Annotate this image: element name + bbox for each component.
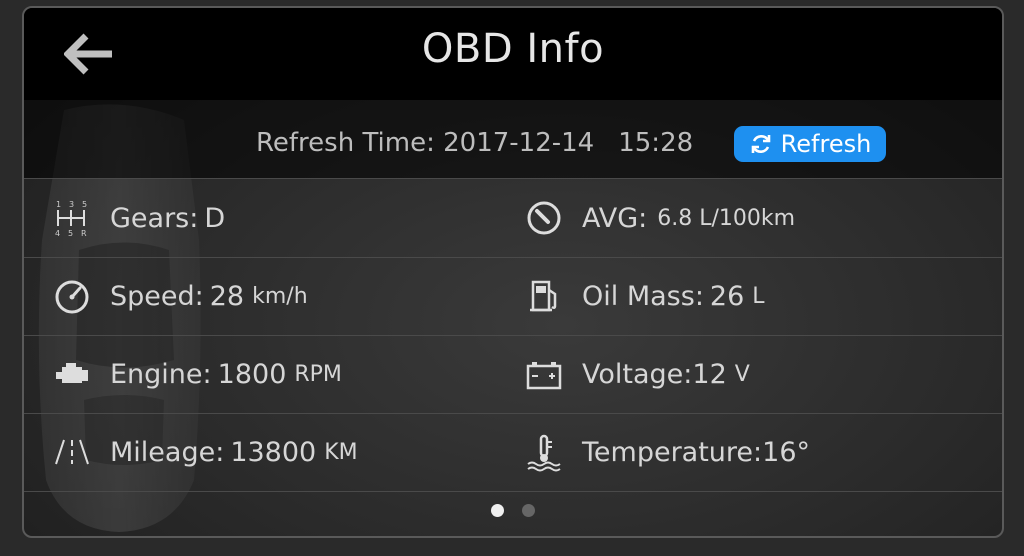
- temperature-separator: :: [753, 436, 763, 468]
- engine-icon: [50, 354, 94, 394]
- speed-value: 28: [209, 280, 245, 312]
- svg-text:5: 5: [68, 229, 73, 238]
- svg-text:R: R: [81, 229, 87, 238]
- voltage-separator: :: [683, 358, 693, 390]
- gears-separator: :: [189, 202, 199, 234]
- speedometer-icon: [50, 276, 94, 316]
- voltage-value: 12: [692, 358, 727, 390]
- gear-shift-icon: 1 3 5 4 5 R: [50, 198, 94, 238]
- oil-mass-item: Oil Mass : 26 L: [522, 257, 765, 335]
- speed-unit: km/h: [252, 283, 308, 309]
- speed-separator: :: [194, 280, 204, 312]
- avg-item: AVG : 6.8 L/100km: [522, 179, 795, 257]
- engine-label: Engine: [110, 358, 203, 390]
- fuel-pump-icon: [522, 276, 566, 316]
- temperature-label: Temperature: [582, 436, 754, 468]
- road-icon: [50, 432, 94, 472]
- voltage-unit: V: [734, 361, 750, 387]
- gears-value: D: [204, 202, 226, 234]
- svg-text:3: 3: [69, 200, 74, 209]
- mileage-label: Mileage: [110, 436, 216, 468]
- refresh-time-label: Refresh Time:: [256, 128, 435, 158]
- header-bar: OBD Info: [24, 8, 1002, 100]
- mileage-item: Mileage : 13800 KM: [50, 413, 358, 491]
- mileage-separator: :: [215, 436, 225, 468]
- avg-separator: :: [638, 202, 648, 234]
- engine-unit: RPM: [294, 361, 342, 387]
- battery-icon: [522, 354, 566, 394]
- engine-value: 1800: [217, 358, 287, 390]
- engine-item: Engine : 1800 RPM: [50, 335, 342, 413]
- temperature-value: 16°: [762, 436, 810, 468]
- refresh-icon: [751, 135, 770, 153]
- page-dot-1[interactable]: [491, 504, 504, 517]
- avg-label: AVG: [582, 202, 639, 234]
- info-row: 1 3 5 4 5 R Gears : D: [24, 179, 1002, 258]
- refresh-date: 2017-12-14: [443, 128, 595, 158]
- refresh-time-text: Refresh Time: 2017-12-14 15:28: [256, 128, 693, 158]
- page-indicator: [24, 504, 1002, 524]
- engine-separator: :: [202, 358, 212, 390]
- gears-label: Gears: [110, 202, 190, 234]
- oil-mass-value: 26: [709, 280, 745, 312]
- oil-mass-unit: L: [752, 283, 765, 309]
- info-row: Engine : 1800 RPM Voltage : 12 V: [24, 335, 1002, 414]
- oil-mass-label: Oil Mass: [582, 280, 695, 312]
- oil-mass-separator: :: [694, 280, 704, 312]
- speed-item: Speed : 28 km/h: [50, 257, 308, 335]
- car-silhouette-icon: [38, 104, 201, 532]
- avg-value: 6.8 L/100km: [657, 205, 796, 231]
- refresh-button[interactable]: Refresh: [734, 126, 886, 162]
- coolant-temperature-icon: [522, 432, 566, 472]
- info-row: Mileage : 13800 KM Temperature : 16°: [24, 413, 1002, 492]
- mileage-unit: KM: [324, 439, 358, 465]
- fuel-gauge-icon: [522, 198, 566, 238]
- info-row: Speed : 28 km/h Oil Mass : 26 L: [24, 257, 1002, 336]
- mileage-value: 13800: [230, 436, 317, 468]
- back-arrow-icon[interactable]: [64, 32, 114, 76]
- svg-text:5: 5: [82, 200, 87, 209]
- page-dot-2[interactable]: [522, 504, 535, 517]
- refresh-button-label: Refresh: [780, 130, 872, 158]
- gears-item: 1 3 5 4 5 R Gears : D: [50, 179, 225, 257]
- voltage-label: Voltage: [582, 358, 684, 390]
- refresh-bar: Refresh Time: 2017-12-14 15:28 Refresh: [24, 100, 1002, 179]
- speed-label: Speed: [110, 280, 195, 312]
- temperature-item: Temperature : 16°: [522, 413, 810, 491]
- refresh-time: 15:28: [618, 128, 694, 158]
- svg-text:4: 4: [55, 229, 60, 238]
- page-title: OBD Info: [421, 26, 605, 72]
- voltage-item: Voltage : 12 V: [522, 335, 750, 413]
- svg-text:1: 1: [56, 200, 61, 209]
- obd-panel: OBD Info Refresh Time: 2017-12-14 15:28 R…: [22, 6, 1004, 538]
